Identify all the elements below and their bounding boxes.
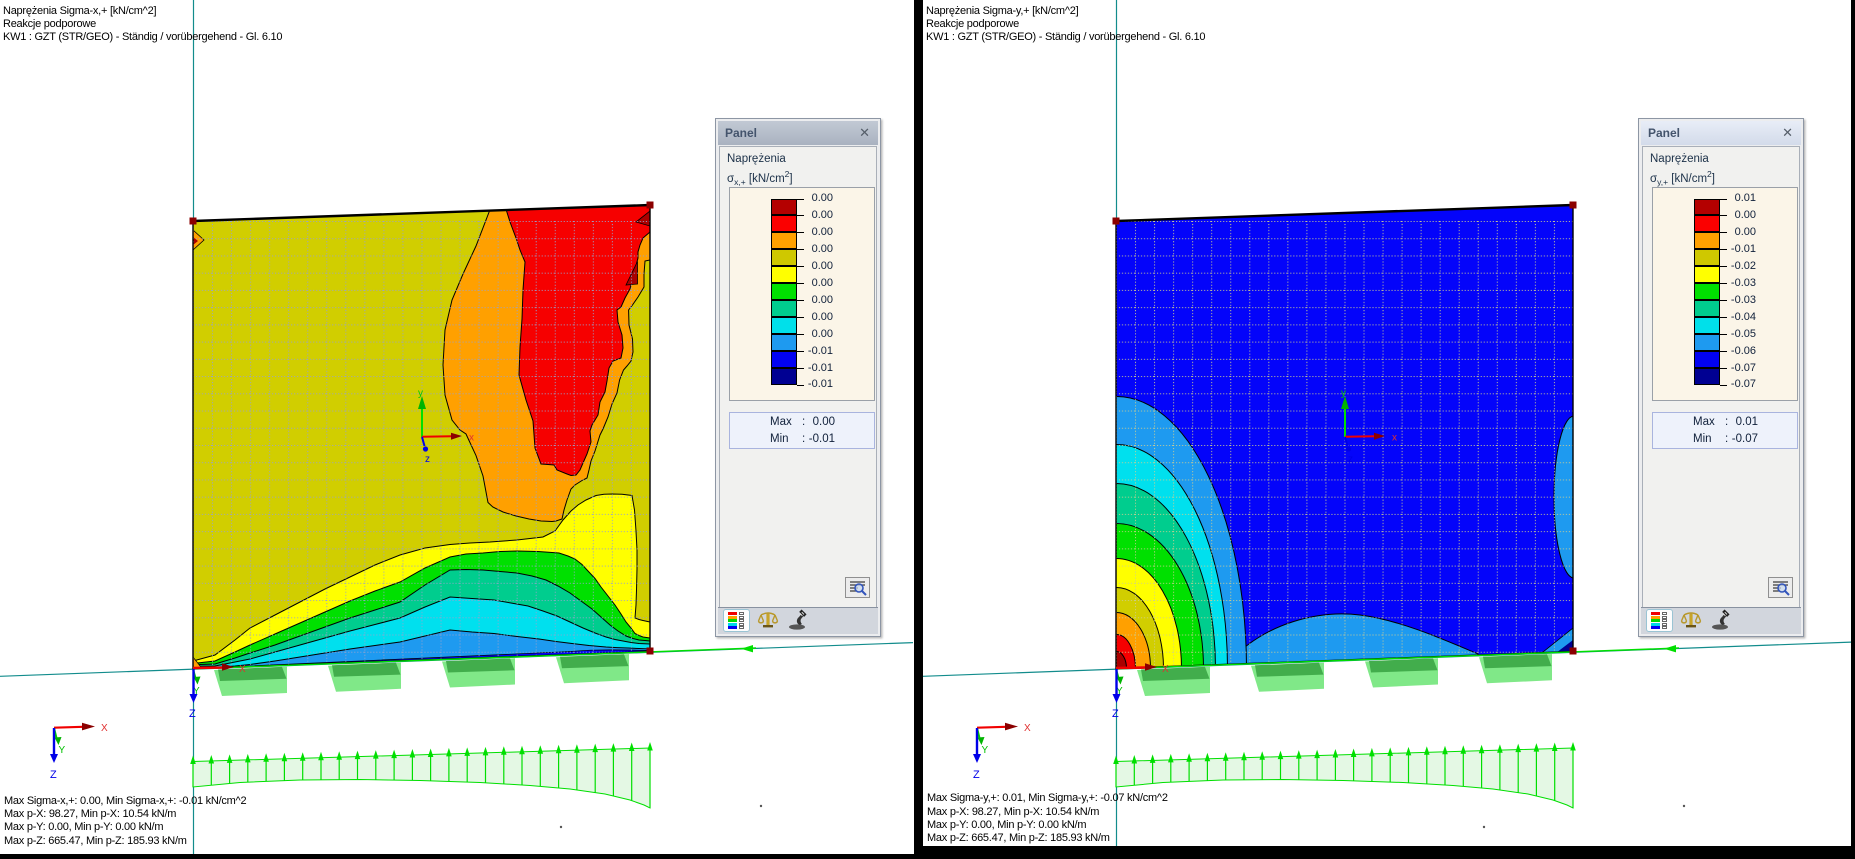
svg-text:Y: Y [1116, 686, 1123, 697]
svg-text:Z: Z [50, 769, 57, 781]
svg-text:x: x [469, 433, 474, 444]
svg-text:x: x [1392, 433, 1397, 444]
svg-text:Z: Z [973, 769, 980, 781]
svg-text:y: y [1341, 388, 1346, 399]
svg-text:y: y [418, 388, 423, 399]
svg-text:Z: Z [189, 708, 196, 720]
svg-text:Y: Y [982, 745, 989, 756]
svg-text:Z: Z [1112, 708, 1119, 720]
svg-text:X: X [1162, 664, 1169, 675]
svg-text:Y: Y [193, 686, 200, 697]
svg-text:X: X [239, 664, 246, 675]
svg-text:z: z [1348, 454, 1353, 465]
svg-text:Y: Y [59, 745, 66, 756]
svg-text:z: z [425, 454, 430, 465]
svg-text:X: X [1024, 723, 1031, 734]
svg-text:X: X [101, 723, 108, 734]
